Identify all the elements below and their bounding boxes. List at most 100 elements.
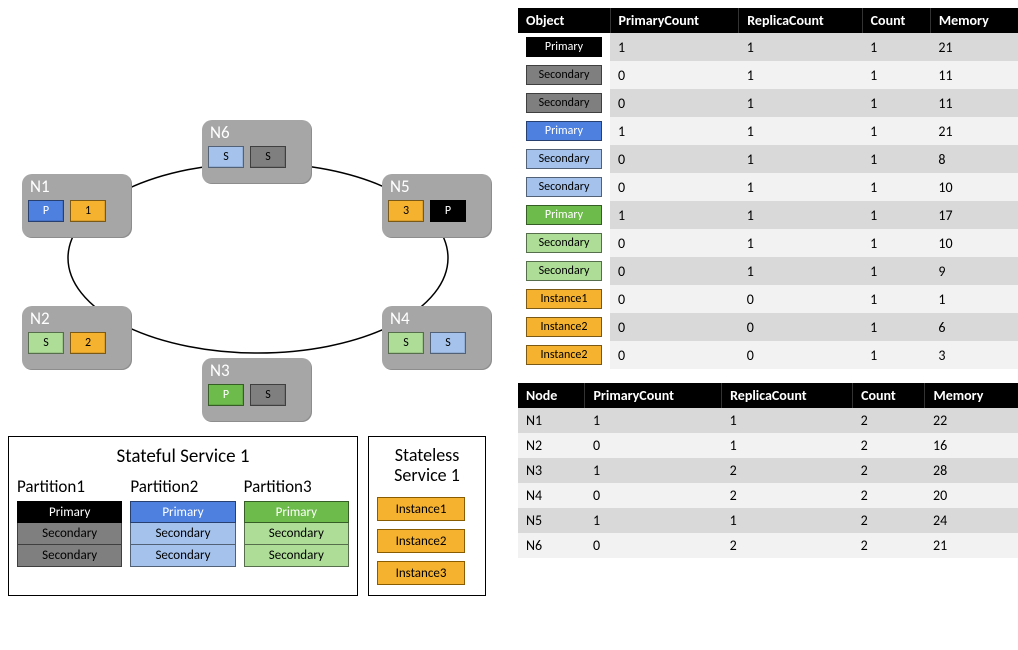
table-row: N602221 <box>518 533 1018 558</box>
table-cell: 16 <box>925 433 1018 458</box>
table-cell: 11 <box>930 61 1018 89</box>
node-slot: S <box>28 332 64 354</box>
object-chip: Primary <box>526 37 602 57</box>
replica-chip: Secondary <box>130 523 235 545</box>
table-cell: 1 <box>862 257 930 285</box>
partition-title: Partition2 <box>130 476 235 497</box>
table-cell: 1 <box>722 508 853 533</box>
table-cell: 20 <box>925 483 1018 508</box>
object-chip: Primary <box>526 205 602 225</box>
services-legend: Stateful Service 1 Partition1PrimarySeco… <box>8 436 508 596</box>
table-cell: 1 <box>739 257 862 285</box>
replica-chip: Primary <box>130 501 235 523</box>
stateful-service-box: Stateful Service 1 Partition1PrimarySeco… <box>8 436 358 596</box>
table-cell: 0 <box>739 313 862 341</box>
cluster-node-label: N6 <box>210 124 306 142</box>
table-row: Secondary01110 <box>518 173 1018 201</box>
table-cell: 1 <box>862 33 930 61</box>
table-cell: 1 <box>862 201 930 229</box>
table-cell: 9 <box>930 257 1018 285</box>
cluster-node-label: N4 <box>390 310 486 328</box>
table-cell: N3 <box>518 458 585 483</box>
node-table-header: Count <box>853 383 925 408</box>
table-cell: 24 <box>925 508 1018 533</box>
table-cell: 1 <box>610 33 739 61</box>
node-slot: 1 <box>70 200 106 222</box>
partition-title: Partition1 <box>17 476 122 497</box>
stateless-service-title: Stateless Service 1 <box>377 445 477 485</box>
cluster-node-slots: P1 <box>28 200 126 222</box>
replica-chip: Secondary <box>244 545 349 567</box>
node-slot: S <box>250 146 286 168</box>
table-row: Primary11121 <box>518 33 1018 61</box>
object-chip: Secondary <box>526 93 602 113</box>
table-cell: 21 <box>930 117 1018 145</box>
table-cell: 0 <box>610 61 739 89</box>
object-chip: Instance1 <box>526 289 602 309</box>
cluster-node-label: N3 <box>210 362 306 380</box>
stateless-instances: Instance1Instance2Instance3 <box>377 493 477 585</box>
table-cell: 2 <box>853 458 925 483</box>
table-cell: 2 <box>722 533 853 558</box>
table-cell: 28 <box>925 458 1018 483</box>
object-chip: Instance2 <box>526 317 602 337</box>
table-row: N312228 <box>518 458 1018 483</box>
left-column: N1P1N2S2N3PSN4SSN53PN6SS Stateful Servic… <box>8 8 508 596</box>
cluster-node-label: N2 <box>30 310 126 328</box>
node-slot: S <box>208 146 244 168</box>
table-cell: 1 <box>930 285 1018 313</box>
table-row: N511224 <box>518 508 1018 533</box>
stateless-instance: Instance2 <box>377 529 465 553</box>
cluster-node-slots: SS <box>388 332 486 354</box>
cluster-node-n5: N5 3P <box>382 174 492 238</box>
table-cell: 1 <box>610 201 739 229</box>
table-cell: 1 <box>739 89 862 117</box>
table-cell: 2 <box>853 408 925 433</box>
table-cell: 1 <box>862 89 930 117</box>
cluster-node-slots: 3P <box>388 200 486 222</box>
table-cell: 1 <box>585 458 722 483</box>
cluster-node-label: N5 <box>390 178 486 196</box>
node-slot: S <box>430 332 466 354</box>
object-chip: Secondary <box>526 233 602 253</box>
replica-chip: Primary <box>244 501 349 523</box>
cluster-node-n4: N4 SS <box>382 306 492 370</box>
stateless-instance: Instance3 <box>377 561 465 585</box>
table-cell: 1 <box>610 117 739 145</box>
table-cell: 0 <box>610 229 739 257</box>
table-cell: 1 <box>585 508 722 533</box>
object-table-header: PrimaryCount <box>610 8 739 33</box>
table-cell: 1 <box>739 145 862 173</box>
table-cell: N4 <box>518 483 585 508</box>
table-cell: 3 <box>930 341 1018 369</box>
object-chip: Secondary <box>526 149 602 169</box>
node-table-header: Node <box>518 383 585 408</box>
table-cell: 1 <box>739 229 862 257</box>
table-cell: 1 <box>722 408 853 433</box>
object-chip: Instance2 <box>526 345 602 365</box>
table-cell: 1 <box>739 173 862 201</box>
table-cell: 1 <box>862 341 930 369</box>
table-cell: 21 <box>930 33 1018 61</box>
node-slot: P <box>430 200 466 222</box>
table-cell: 6 <box>930 313 1018 341</box>
table-cell: 2 <box>722 458 853 483</box>
replica-chip: Secondary <box>130 545 235 567</box>
node-slot: 3 <box>388 200 424 222</box>
cluster-node-slots: S2 <box>28 332 126 354</box>
table-cell: 2 <box>853 533 925 558</box>
table-cell: 11 <box>930 89 1018 117</box>
table-row: Secondary01110 <box>518 229 1018 257</box>
partition-title: Partition3 <box>244 476 349 497</box>
table-cell: 1 <box>862 145 930 173</box>
cluster-ring-diagram: N1P1N2S2N3PSN4SSN53PN6SS <box>8 8 508 418</box>
table-row: Secondary01111 <box>518 61 1018 89</box>
replica-chip: Secondary <box>17 523 122 545</box>
table-cell: 0 <box>610 341 739 369</box>
object-chip: Secondary <box>526 65 602 85</box>
table-cell: 17 <box>930 201 1018 229</box>
table-row: Instance10011 <box>518 285 1018 313</box>
table-cell: 2 <box>853 483 925 508</box>
table-cell: 0 <box>739 285 862 313</box>
node-table-header: Memory <box>925 383 1018 408</box>
